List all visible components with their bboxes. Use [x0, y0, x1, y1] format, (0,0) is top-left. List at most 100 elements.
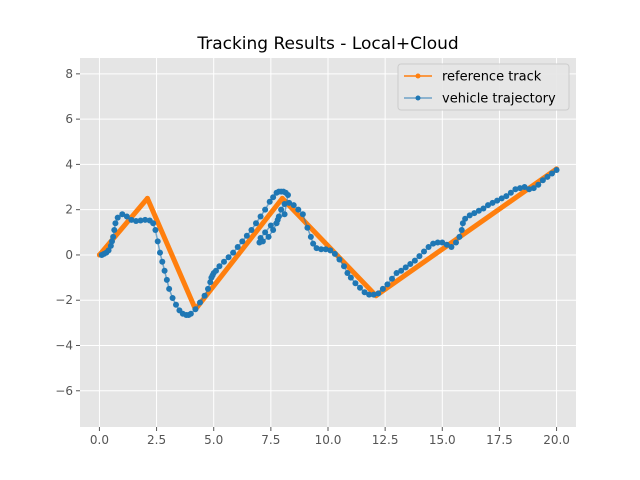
data-point [243, 232, 250, 239]
data-point [295, 206, 302, 213]
data-point [169, 294, 176, 301]
x-tick-label: 15.0 [429, 433, 456, 447]
y-tick-label: −4 [55, 339, 73, 353]
data-point [157, 249, 163, 256]
grid-lines [80, 58, 576, 427]
legend-frame [397, 63, 570, 111]
legend-swatch-marker [415, 73, 421, 79]
series-vehicle-trajectory [98, 167, 560, 318]
data-point [366, 291, 373, 298]
data-point [370, 291, 377, 298]
data-point [114, 214, 121, 221]
data-point [133, 217, 139, 224]
y-tick-label: 8 [65, 67, 73, 81]
legend: reference track vehicle trajectory [397, 63, 570, 111]
data-point [530, 185, 537, 192]
data-point [357, 284, 363, 291]
y-tick-label: 6 [65, 112, 73, 126]
data-point [166, 285, 173, 292]
data-point [549, 170, 555, 177]
data-point [425, 244, 432, 251]
x-tick-label: 17.5 [486, 433, 513, 447]
data-point [526, 186, 533, 193]
data-point [267, 222, 274, 229]
x-tick-label: 2.5 [147, 433, 166, 447]
data-point [480, 205, 487, 212]
y-tick-label: 2 [65, 203, 73, 217]
data-point [411, 257, 418, 264]
series-line [96, 166, 560, 312]
data-point [475, 207, 482, 214]
data-point [290, 202, 297, 209]
data-point [205, 285, 211, 292]
data-point [192, 306, 199, 313]
data-point [163, 276, 170, 283]
data-point [111, 227, 118, 234]
data-point [161, 267, 168, 274]
data-point [262, 206, 269, 213]
data-point [253, 220, 259, 227]
data-point [402, 264, 409, 271]
data-point [107, 242, 114, 249]
data-point [221, 258, 227, 265]
data-point [535, 181, 542, 188]
data-point [361, 289, 368, 296]
data-point [521, 184, 528, 191]
data-point [393, 270, 400, 277]
data-point [150, 220, 157, 227]
data-point [389, 275, 395, 282]
data-point [498, 195, 505, 202]
data-point [375, 290, 382, 297]
data-point [313, 245, 320, 252]
data-point [344, 270, 351, 277]
y-tick-label: −6 [55, 384, 73, 398]
data-point [225, 254, 232, 261]
data-point [142, 216, 149, 223]
data-point [539, 177, 546, 184]
data-point [281, 211, 288, 218]
data-point [462, 215, 469, 222]
data-point [230, 249, 237, 256]
x-tick-label: 7.5 [261, 433, 280, 447]
data-point [266, 198, 273, 205]
data-point [259, 238, 266, 245]
data-point [439, 239, 446, 246]
data-point [384, 281, 391, 288]
data-point [331, 250, 338, 257]
legend-swatch-marker [415, 95, 421, 101]
y-tick-label: 4 [65, 157, 73, 171]
data-point [105, 247, 112, 254]
data-point [512, 186, 519, 193]
data-point [318, 246, 325, 253]
y-tick-label: 0 [65, 248, 73, 262]
data-point [553, 167, 560, 174]
data-point [456, 233, 463, 240]
data-point [281, 201, 288, 208]
data-point [434, 239, 441, 246]
data-point [453, 239, 459, 246]
data-point [307, 233, 314, 240]
data-point [216, 263, 223, 270]
x-axis: 0.0 2.5 5.0 7.5 10.0 12.5 15.0 17.5 20.0 [90, 427, 570, 447]
data-point [485, 202, 491, 209]
data-point [270, 227, 277, 234]
legend-item: vehicle trajectory [404, 92, 556, 107]
data-point [352, 280, 359, 287]
data-point [448, 244, 455, 251]
data-point [273, 220, 280, 227]
data-point [379, 285, 386, 292]
data-point [507, 189, 514, 196]
data-point [517, 185, 523, 192]
data-point [270, 194, 277, 201]
legend-label: vehicle trajectory [442, 92, 556, 107]
data-point [154, 238, 161, 245]
data-point [262, 229, 269, 236]
data-point [248, 227, 255, 234]
x-tick-label: 5.0 [204, 433, 223, 447]
data-point [197, 299, 203, 306]
data-point [544, 173, 551, 180]
data-point [471, 210, 478, 217]
data-point [173, 301, 179, 308]
data-point [466, 212, 473, 219]
series-layer [96, 166, 560, 318]
